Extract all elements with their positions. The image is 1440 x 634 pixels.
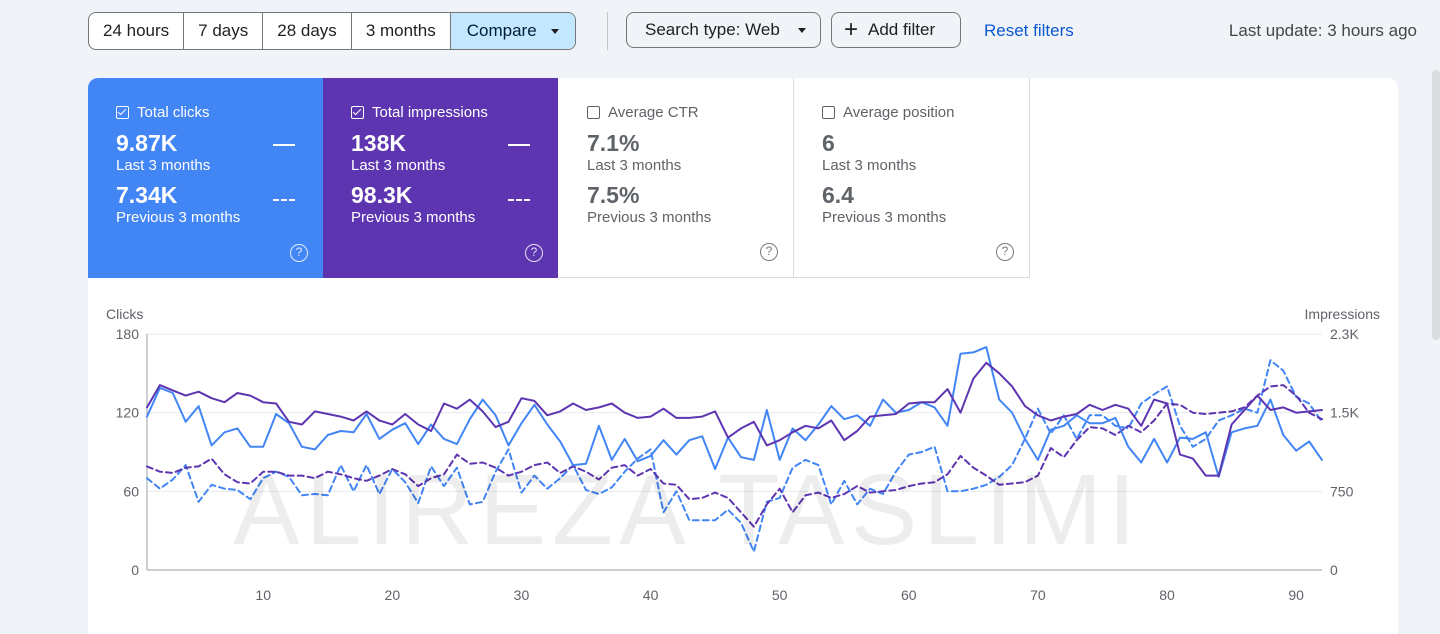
x-tick-label: 90 — [1288, 587, 1304, 603]
x-tick-label: 80 — [1159, 587, 1175, 603]
right-tick-label: 750 — [1330, 483, 1354, 499]
search-type-label: Search type: Web — [645, 20, 780, 39]
performance-chart: ALIREZA TASLIMI 0 0 60 750 120 1.5K 180 2.3K Cli… — [88, 288, 1398, 634]
metric-label: Total impressions — [372, 104, 488, 121]
range-28-days[interactable]: 28 days — [263, 13, 352, 49]
x-tick-label: 60 — [901, 587, 917, 603]
checkbox-checked-icon[interactable] — [351, 106, 364, 119]
help-icon[interactable]: ? — [996, 243, 1014, 261]
metric-period: Last 3 months — [822, 157, 917, 174]
x-tick-label: 70 — [1030, 587, 1046, 603]
metric-card-average-ctr[interactable]: Average CTR 7.1% Last 3 months 7.5% Prev… — [559, 78, 794, 278]
range-3-months[interactable]: 3 months — [352, 13, 451, 49]
line-chart: 0 0 60 750 120 1.5K 180 2.3K Clicks Impressions 10… — [106, 306, 1380, 603]
dashed-line-legend-icon — [273, 199, 295, 201]
watermark: ALIREZA TASLIMI — [233, 454, 1142, 566]
compare-label: Compare — [466, 21, 537, 40]
metric-previous-period: Previous 3 months — [822, 209, 947, 226]
help-icon[interactable]: ? — [525, 244, 543, 262]
dropdown-arrow-icon — [797, 27, 806, 33]
date-range-selector: 24 hours 7 days 28 days 3 months Compare — [88, 12, 576, 50]
metric-label: Average CTR — [608, 104, 699, 121]
metric-card-total-impressions[interactable]: Total impressions 138K Last 3 months 98.… — [323, 78, 558, 278]
total-clicks-series-line — [146, 346, 1323, 478]
toolbar: 24 hours 7 days 28 days 3 months Compare… — [0, 0, 1440, 60]
metric-previous-period: Previous 3 months — [351, 209, 476, 226]
total-impressions-previous-series-line — [146, 384, 1323, 528]
left-tick-label: 180 — [116, 326, 140, 342]
performance-card: Total clicks 9.87K Last 3 months 7.34K P… — [88, 78, 1398, 634]
search-type-dropdown[interactable]: Search type: Web — [626, 12, 821, 48]
right-tick-label: 2.3K — [1330, 326, 1359, 342]
metric-value: 138K — [351, 130, 406, 156]
total-impressions-series-line — [146, 361, 1323, 477]
add-filter-button[interactable]: + Add filter — [831, 12, 961, 48]
page-scrollbar[interactable] — [1432, 70, 1440, 340]
left-tick-label: 60 — [123, 483, 139, 499]
x-tick-label: 10 — [255, 587, 271, 603]
divider — [607, 12, 608, 50]
range-24-hours[interactable]: 24 hours — [89, 13, 185, 49]
plus-icon: + — [844, 16, 859, 43]
metric-value: 6 — [822, 130, 835, 156]
right-tick-label: 0 — [1330, 562, 1338, 578]
total-clicks-previous-series-line — [146, 359, 1323, 553]
metric-period: Last 3 months — [351, 157, 446, 174]
solid-line-legend-icon — [273, 144, 295, 146]
x-tick-label: 50 — [772, 587, 788, 603]
dropdown-arrow-icon — [550, 28, 559, 34]
x-tick-label: 40 — [643, 587, 659, 603]
metric-value: 9.87K — [116, 130, 178, 156]
metric-period: Last 3 months — [587, 157, 682, 174]
range-7-days[interactable]: 7 days — [184, 13, 264, 49]
metric-previous-period: Previous 3 months — [116, 209, 241, 226]
metric-card-total-clicks[interactable]: Total clicks 9.87K Last 3 months 7.34K P… — [88, 78, 323, 278]
add-filter-label: Add filter — [868, 20, 936, 39]
dashed-line-legend-icon — [508, 199, 530, 201]
checkbox-unchecked-icon[interactable] — [822, 106, 835, 119]
right-axis-title: Impressions — [1305, 306, 1380, 322]
x-tick-label: 20 — [385, 587, 401, 603]
metric-previous-period: Previous 3 months — [587, 209, 712, 226]
right-tick-label: 1.5K — [1330, 405, 1359, 421]
help-icon[interactable]: ? — [760, 243, 778, 261]
x-tick-label: 30 — [514, 587, 530, 603]
checkbox-unchecked-icon[interactable] — [587, 106, 600, 119]
reset-filters-link[interactable]: Reset filters — [984, 21, 1074, 40]
metric-card-average-position[interactable]: Average position 6 Last 3 months 6.4 Pre… — [794, 78, 1030, 278]
metric-previous-value: 7.34K — [116, 182, 178, 208]
left-tick-label: 120 — [116, 405, 140, 421]
metric-label: Average position — [843, 104, 955, 121]
metric-previous-value: 6.4 — [822, 182, 854, 208]
metric-previous-value: 98.3K — [351, 182, 413, 208]
metric-period: Last 3 months — [116, 157, 211, 174]
metric-value: 7.1% — [587, 130, 640, 156]
help-icon[interactable]: ? — [290, 244, 308, 262]
last-update-text: Last update: 3 hours ago — [1228, 21, 1417, 40]
metric-label: Total clicks — [137, 104, 210, 121]
compare-button[interactable]: Compare — [450, 13, 575, 49]
metric-previous-value: 7.5% — [587, 182, 640, 208]
solid-line-legend-icon — [508, 144, 530, 146]
left-axis-title: Clicks — [106, 306, 143, 322]
left-tick-label: 0 — [131, 562, 139, 578]
checkbox-checked-icon[interactable] — [116, 106, 129, 119]
